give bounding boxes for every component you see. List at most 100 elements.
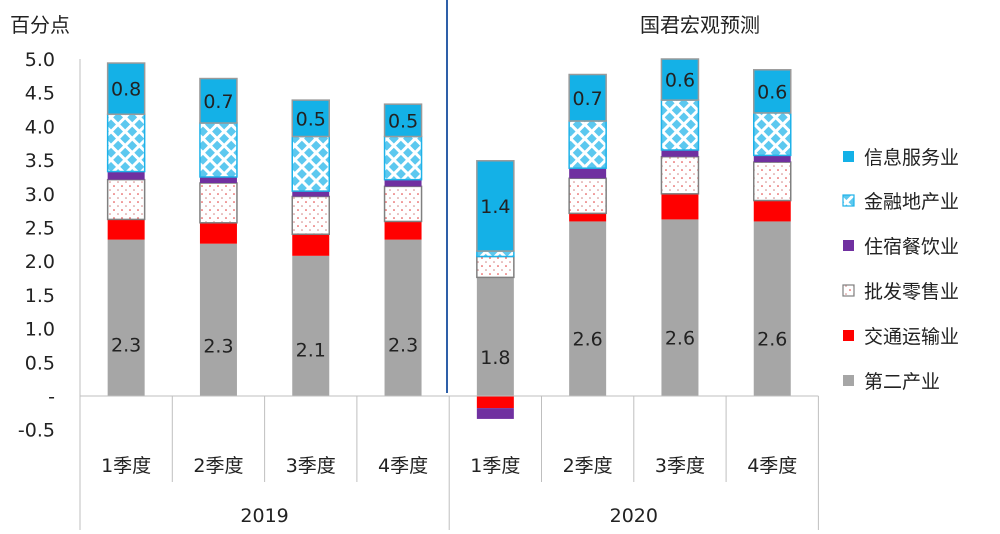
bar-segment — [199, 243, 237, 396]
year-label: 2020 — [610, 505, 658, 527]
y-tick-label: -0.5 — [18, 420, 55, 442]
data-label: 1.4 — [480, 196, 510, 218]
bar-segment — [107, 239, 145, 396]
bar-segment — [107, 171, 145, 180]
legend-swatch — [843, 330, 854, 341]
y-axis: 5.0 4.5 4.0 3.5 3.0 2.5 2.0 1.5 1.0 0.5 - -0.5 — [18, 49, 81, 442]
bar-segment — [661, 149, 699, 157]
bar-segment — [753, 155, 791, 163]
bar-segment — [568, 177, 607, 215]
legend-label: 批发零售业 — [864, 281, 959, 303]
legend-label: 第二产业 — [864, 371, 940, 393]
bar-segment — [199, 176, 237, 184]
bar-segment — [476, 160, 515, 252]
bars: 2.3 0.8 2.3 0.7 2.1 0.5 2.3 0.5 1.8 1.4 2.6 0.7 2.6 0… — [106, 58, 792, 419]
legend-label: 金融地产业 — [864, 191, 959, 213]
bar-segment — [569, 213, 607, 222]
bar-segment — [753, 200, 791, 222]
data-label: 2.6 — [665, 328, 695, 350]
bar-segment — [291, 195, 330, 235]
data-label: 2.1 — [296, 340, 326, 362]
bar-segment — [199, 182, 238, 224]
legend-label: 信息服务业 — [864, 147, 959, 169]
bar-segment — [569, 168, 607, 179]
y-axis-title: 百分点 — [10, 13, 70, 37]
bar-segment — [476, 396, 514, 409]
forecast-annotation: 国君宏观预测 — [640, 13, 760, 37]
bar-segment — [660, 58, 700, 101]
y-tick-label: 1.5 — [25, 285, 55, 307]
bar-segment — [199, 222, 237, 244]
y-tick-label: 4.0 — [25, 116, 55, 138]
legend-swatch — [843, 151, 854, 162]
bar-segment — [292, 234, 330, 256]
y-tick-label: - — [48, 386, 55, 408]
bar-segment — [291, 135, 330, 192]
data-label: 1.8 — [480, 347, 510, 369]
bar-segment — [199, 77, 238, 124]
bar-segment — [753, 69, 792, 114]
bar-segment — [660, 155, 700, 195]
data-label: 0.6 — [757, 81, 787, 103]
bar-segment — [660, 99, 700, 151]
legend-swatch — [842, 284, 855, 297]
bar-segment — [476, 408, 514, 419]
data-label: 0.8 — [111, 79, 141, 101]
data-label: 2.3 — [203, 336, 233, 358]
bar-segment — [292, 255, 330, 396]
bar-segment — [199, 122, 238, 178]
bar-segment — [476, 255, 515, 279]
category-label: 4季度 — [747, 455, 797, 477]
y-tick-label: 5.0 — [25, 49, 55, 71]
y-tick-label: 3.0 — [25, 184, 55, 206]
bar-segment — [106, 113, 146, 173]
bar-segment — [568, 120, 607, 169]
x-axis: 1季度 2季度 3季度 4季度 2019 1季度 2季度 3季度 4季度 2020 — [79, 0, 819, 530]
legend-label: 住宿餐饮业 — [864, 236, 959, 258]
data-label: 0.5 — [296, 108, 326, 130]
y-tick-label: 1.0 — [25, 319, 55, 341]
bar-segment — [568, 73, 607, 122]
category-label: 1季度 — [101, 455, 151, 477]
data-label: 0.7 — [203, 91, 233, 113]
category-label: 4季度 — [378, 455, 428, 477]
bar-segment — [661, 219, 699, 396]
legend-label: 交通运输业 — [864, 326, 959, 348]
data-label: 2.6 — [757, 328, 787, 350]
bar-segment — [661, 193, 699, 220]
category-label: 3季度 — [286, 455, 336, 477]
category-label: 2季度 — [563, 455, 613, 477]
bar-segment — [753, 221, 791, 396]
data-label: 2.3 — [111, 334, 141, 356]
year-label: 2019 — [240, 505, 288, 527]
bar-segment — [291, 99, 330, 138]
category-label: 3季度 — [655, 455, 705, 477]
bar-segment — [383, 185, 423, 223]
bar-segment — [383, 135, 423, 181]
bar-segment — [753, 161, 792, 202]
bar-segment — [383, 103, 423, 138]
data-label: 0.6 — [665, 70, 695, 92]
y-tick-label: 2.5 — [25, 218, 55, 240]
bar-segment — [384, 239, 422, 396]
bar-segment — [106, 178, 146, 221]
bar-segment — [569, 221, 607, 396]
bar-segment — [476, 277, 514, 396]
bar-segment — [753, 112, 792, 157]
y-tick-label: 2.0 — [25, 251, 55, 273]
legend-swatch — [842, 194, 855, 207]
y-tick-label: 0.5 — [25, 352, 55, 374]
data-label: 0.7 — [573, 88, 603, 110]
bar-segment — [106, 62, 146, 116]
data-label: 0.5 — [388, 110, 418, 132]
legend-swatch — [843, 240, 854, 251]
category-label: 1季度 — [470, 455, 520, 477]
bar-segment — [107, 219, 145, 240]
legend-swatch — [843, 375, 854, 386]
bar-segment — [384, 179, 422, 187]
data-label: 2.3 — [388, 334, 418, 356]
category-label: 2季度 — [193, 455, 243, 477]
